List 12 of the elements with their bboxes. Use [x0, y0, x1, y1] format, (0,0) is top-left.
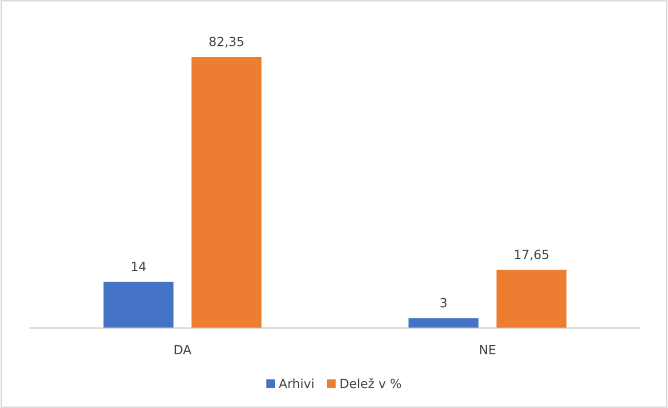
data-label: 14 [132, 262, 146, 271]
data-label: 3 [440, 298, 446, 308]
legend-label: Delež v % [340, 378, 402, 388]
bar [192, 57, 262, 328]
data-label: 82,35 [209, 36, 244, 48]
data-label: 17,65 [514, 250, 548, 260]
legend-label: Arhivi [278, 378, 314, 388]
x-tick-label: DA [174, 345, 192, 354]
bar [408, 318, 478, 328]
x-tick-label: NE [480, 345, 496, 354]
bar [496, 270, 566, 328]
bar [104, 282, 174, 328]
